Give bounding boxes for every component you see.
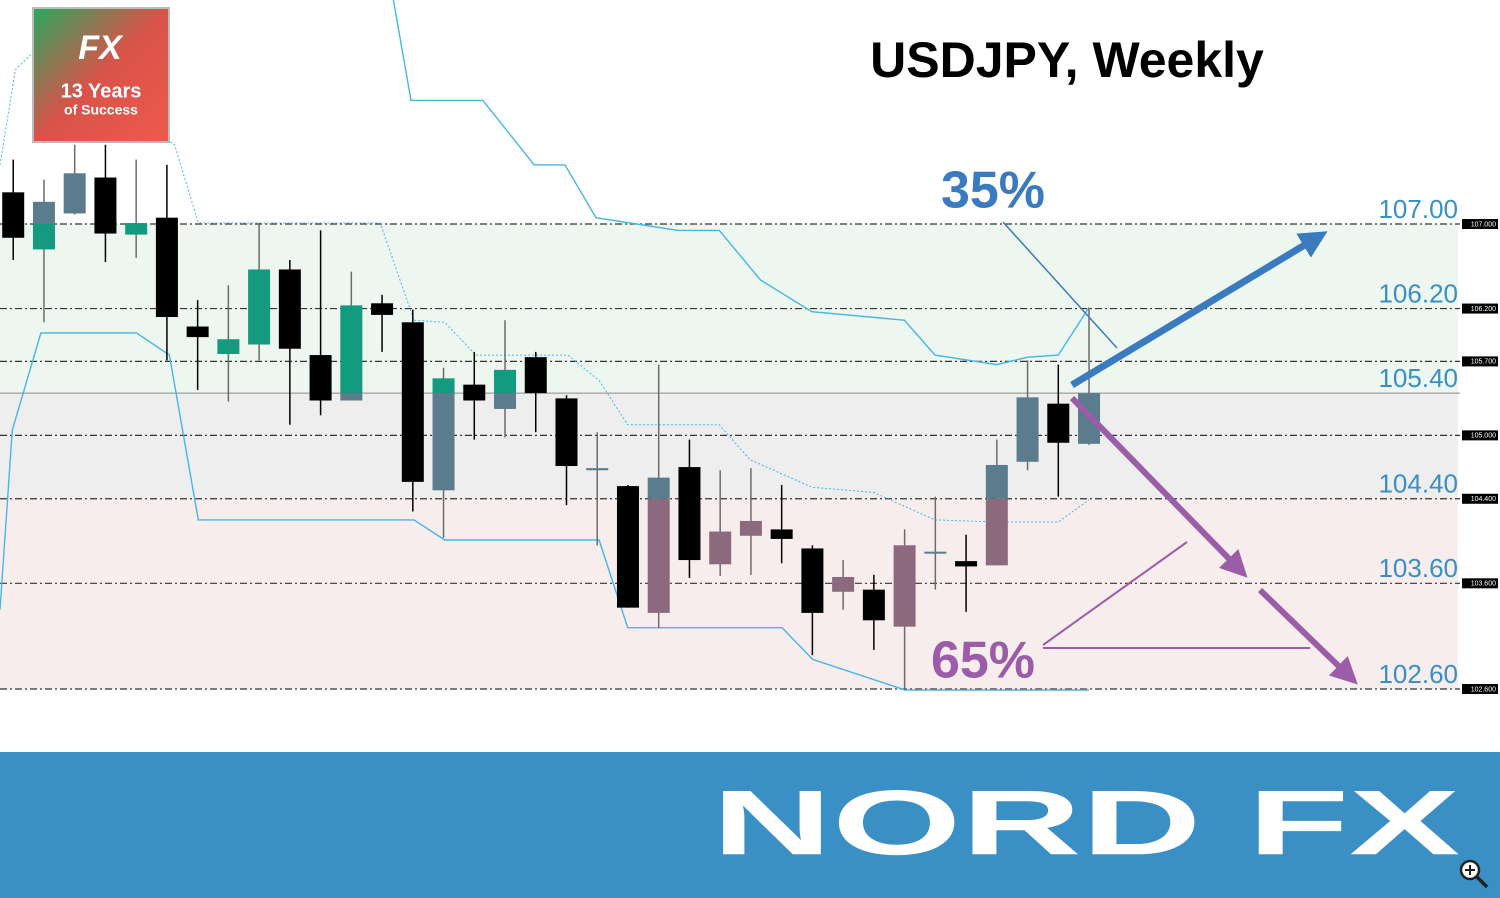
candle-body [217, 339, 240, 355]
candle-body [278, 269, 301, 349]
candle-body [2, 192, 25, 238]
level-tag [1462, 430, 1498, 441]
level-tag [1462, 356, 1498, 367]
level-tag-text: 106.200 [1471, 306, 1496, 313]
leader-line [1042, 541, 1188, 646]
candle-body [555, 398, 578, 467]
projection-arrows [1002, 221, 1358, 685]
candle-body [463, 384, 486, 401]
candle-body [647, 477, 670, 499]
footer-brand: NORD FX [712, 772, 1460, 874]
level-tag-text: 102.600 [1471, 686, 1496, 693]
level-tag-text: 103.600 [1471, 581, 1496, 588]
zone [0, 393, 1458, 499]
candle-body [494, 369, 517, 394]
candle-body [186, 326, 209, 338]
zones [0, 224, 1458, 689]
annotation: 35% [941, 162, 1045, 220]
zone [0, 224, 1458, 394]
annotation: 65% [931, 632, 1035, 690]
level-tag-text: 104.400 [1471, 496, 1496, 503]
zone [0, 498, 1458, 689]
logo-mark: FX [78, 29, 124, 67]
candle-body [586, 468, 609, 471]
candle-body [32, 201, 55, 225]
arrow-up [1070, 231, 1328, 388]
level-label: 102.60 [1378, 659, 1458, 689]
candle-body [432, 393, 455, 491]
candle-body [985, 498, 1008, 566]
footer-band [0, 752, 1500, 898]
candle-body [524, 357, 547, 394]
candle-body [371, 303, 394, 315]
candle-body [125, 222, 148, 225]
logo: FX 13 Years of Success [32, 7, 170, 143]
candle-body [32, 224, 55, 250]
candle-body [801, 548, 824, 613]
indicator-line [0, 49, 1090, 523]
arrow-down [1257, 587, 1358, 685]
candle-body [1047, 403, 1070, 443]
candle-body [985, 464, 1008, 499]
arrow-down [1069, 395, 1248, 578]
candle-body [893, 545, 916, 627]
candle-body [401, 322, 424, 482]
candles [2, 144, 1101, 691]
level-tag [1462, 219, 1498, 230]
candle-body [309, 355, 332, 401]
level-label: 106.20 [1378, 278, 1458, 308]
level-tag-text: 105.000 [1471, 433, 1496, 440]
level-tag [1462, 493, 1498, 504]
candle-body [248, 269, 271, 345]
logo-text: of Success [64, 102, 138, 118]
indicator-line [0, 332, 1089, 691]
candle-body [432, 378, 455, 394]
level-label: 104.40 [1378, 469, 1458, 499]
zoom-icon[interactable] [1459, 859, 1489, 889]
level-tag-text: 105.700 [1471, 359, 1496, 366]
leader-line [1002, 221, 1118, 349]
candle-body [63, 173, 86, 214]
level-tag [1462, 303, 1498, 314]
candle-body [678, 467, 701, 561]
candle-body [647, 498, 670, 613]
logo-box [32, 7, 170, 143]
candle-body [739, 520, 762, 536]
candle-body [1016, 397, 1039, 462]
level-label: 103.60 [1378, 553, 1458, 583]
levels: 107.00 107.000 106.20 106.200 105.700 105.40 1… [0, 194, 1498, 694]
candle-body [924, 551, 947, 554]
indicator-line [392, 0, 1090, 366]
candle-body [955, 561, 978, 567]
candle-body [340, 393, 363, 401]
candle-body [494, 393, 517, 409]
candle-body [832, 576, 855, 592]
candle-body [94, 177, 117, 234]
indicator-lines [0, 0, 1090, 691]
candle-body [616, 486, 639, 608]
level-label: 105.40 [1378, 363, 1458, 393]
logo-text: 13 Years [61, 80, 142, 102]
candle-body [340, 305, 363, 394]
level-label: 107.00 [1378, 194, 1458, 224]
candle-body [155, 217, 178, 318]
candle-body [770, 529, 793, 539]
chart-title: USDJPY, Weekly [870, 32, 1264, 88]
candle-body [862, 589, 885, 621]
level-tag-text: 107.000 [1471, 221, 1496, 228]
candle-body [709, 531, 732, 565]
candle-body [125, 224, 148, 235]
level-tag [1462, 578, 1498, 589]
level-tag [1462, 683, 1498, 694]
